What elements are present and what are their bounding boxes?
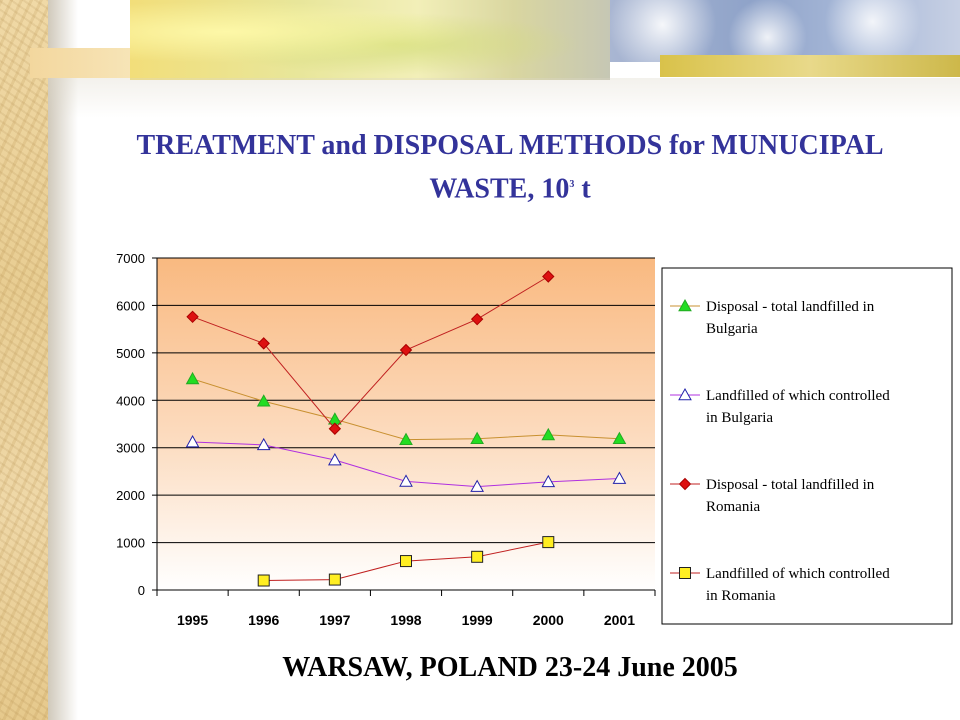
y-tick-label: 5000 <box>116 346 145 361</box>
data-point <box>399 432 413 445</box>
legend-label: in Bulgaria <box>706 410 773 426</box>
y-tick-label: 4000 <box>116 393 145 408</box>
legend-label: Romania <box>706 499 760 515</box>
title-line-1: TREATMENT and DISPOSAL METHODS for MUNUC… <box>136 130 884 161</box>
footer-text: WARSAW, POLAND 23-24 June 2005 <box>282 652 738 683</box>
legend: Disposal - total landfilled in Bulgaria La… <box>661 267 953 625</box>
title-line-2-text: WASTE, 10 <box>429 173 570 205</box>
data-point <box>470 431 484 445</box>
slide-title: TREATMENT and DISPOSAL METHODS for MUNUC… <box>60 126 960 208</box>
series-3 <box>186 270 555 435</box>
title-line-2: WASTE, 103 t <box>60 165 960 208</box>
title-superscript: 3 <box>569 179 575 190</box>
legend-label: Disposal - total landfilled in <box>706 299 875 315</box>
data-point <box>257 574 270 587</box>
title-unit: t <box>574 173 591 205</box>
y-tick-label: 1000 <box>116 536 145 551</box>
data-point <box>256 394 271 407</box>
data-point <box>399 343 413 357</box>
data-point <box>256 437 271 451</box>
legend-swatch-marker <box>678 298 692 312</box>
series-line <box>192 276 549 430</box>
data-point <box>328 422 342 435</box>
plot-background <box>157 258 655 590</box>
legend-label: in Romania <box>706 588 776 604</box>
data-point <box>185 434 200 448</box>
x-tick-label: 1997 <box>319 612 350 628</box>
series-2 <box>185 434 627 492</box>
x-tick-label: 1995 <box>177 612 208 628</box>
y-tick-label: 2000 <box>116 488 145 503</box>
legend-box <box>661 267 953 625</box>
data-point <box>541 474 556 488</box>
legend-swatch-marker <box>678 387 692 401</box>
y-tick-label: 3000 <box>116 441 145 456</box>
data-point <box>542 270 555 283</box>
legend-label: Landfilled of which controlled <box>706 566 890 582</box>
series-1 <box>185 371 627 445</box>
series-4 <box>257 536 555 587</box>
x-tick-label: 1999 <box>462 612 493 628</box>
data-point <box>185 371 200 385</box>
data-point <box>470 312 484 326</box>
legend-swatch-marker <box>679 567 691 579</box>
y-tick-label: 6000 <box>116 298 145 313</box>
data-point <box>471 550 484 563</box>
banner-fade <box>48 78 960 118</box>
banner-tile-blue <box>610 0 960 62</box>
banner-tile-flowers <box>130 0 610 80</box>
data-point <box>612 471 627 484</box>
data-point <box>400 555 412 568</box>
data-point <box>612 431 627 445</box>
legend-item-1: Disposal - total landfilled in Bulgaria <box>670 298 875 337</box>
plot-area: 0 1000 2000 3000 4000 5000 6000 7000 1995 1996 199… <box>116 251 656 628</box>
data-point <box>470 479 484 492</box>
legend-item-2: Landfilled of which controlled in Bulgari… <box>670 387 890 426</box>
banner-tile-1 <box>30 48 135 78</box>
banner-tile-gold <box>660 55 960 77</box>
data-point <box>328 453 342 466</box>
legend-label: Bulgaria <box>706 321 758 337</box>
x-tick-label: 2001 <box>604 612 635 628</box>
data-point <box>399 474 413 487</box>
data-point <box>541 427 556 441</box>
data-point <box>542 536 555 549</box>
legend-item-3: Disposal - total landfilled in Romania <box>670 477 875 515</box>
x-tick-label: 1996 <box>248 612 279 628</box>
data-point <box>257 337 270 350</box>
parchment-border <box>0 0 48 720</box>
x-tick-label: 2000 <box>533 612 564 628</box>
legend-label: Disposal - total landfilled in <box>706 477 875 493</box>
legend-item-4: Landfilled of which controlled in Romania <box>670 566 890 604</box>
data-point <box>186 310 199 324</box>
y-tick-label: 0 <box>138 583 145 598</box>
x-tick-label: 1998 <box>390 612 421 628</box>
legend-swatch-marker <box>678 477 692 491</box>
y-tick-label: 7000 <box>116 251 145 266</box>
data-point <box>328 573 341 586</box>
border-shadow <box>48 0 78 720</box>
legend-label: Landfilled of which controlled <box>706 388 890 404</box>
